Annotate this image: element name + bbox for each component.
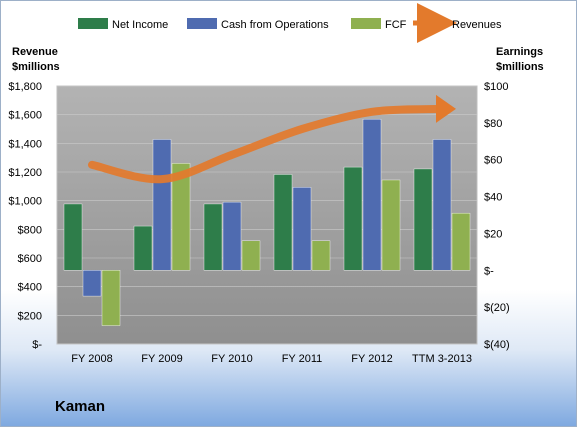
right-tick-label: $- <box>484 265 494 277</box>
bars-group <box>63 118 471 326</box>
company-name: Kaman <box>55 398 106 415</box>
right-tick-label: $100 <box>484 81 508 93</box>
revenue-line <box>88 104 446 184</box>
x-tick-label: FY 2008 <box>71 353 112 365</box>
left-tick-label: $- <box>32 339 42 351</box>
bar-net-income <box>273 174 293 271</box>
revenue-arrowhead <box>436 94 456 123</box>
x-tick-label: TTM 3-2013 <box>412 353 472 365</box>
left-tick-label: $1,600 <box>8 110 42 122</box>
left-tick-label: $1,200 <box>8 167 42 179</box>
bar-net-income <box>343 166 363 271</box>
legend-label-revenues: Revenues <box>452 19 502 31</box>
left-tick-label: $1,000 <box>8 196 42 208</box>
legend-swatch-cash-from-operations <box>187 18 217 29</box>
gridlines <box>57 85 477 345</box>
right-tick-label: $80 <box>484 118 502 130</box>
bar-net-income <box>133 225 153 271</box>
left-axis: $- $200 $400 $600 $800 $1,000 $1,200 $1,400 $1,6… <box>8 81 42 351</box>
x-axis: FY 2008 FY 2009 FY 2010 FY 2011 FY 2012 TTM 3… <box>71 353 472 365</box>
bar-cash-from-operations <box>362 118 382 271</box>
bar-fcf <box>241 240 261 271</box>
right-tick-label: $(40) <box>484 339 510 351</box>
right-tick-label: $20 <box>484 228 502 240</box>
left-axis-title-line2: $millions <box>12 61 60 73</box>
legend-swatch-fcf <box>351 18 381 29</box>
left-tick-label: $1,400 <box>8 138 42 150</box>
bar-net-income <box>63 203 83 271</box>
left-tick-label: $600 <box>18 253 42 265</box>
legend: Net Income Cash from Operations FCF Reve… <box>78 3 502 43</box>
bar-fcf <box>311 240 331 271</box>
right-tick-label: $40 <box>484 192 502 204</box>
bar-cash-from-operations <box>152 139 172 271</box>
x-tick-label: FY 2012 <box>351 353 392 365</box>
right-axis: $(40) $(20) $- $20 $40 $60 $80 $100 <box>484 81 510 351</box>
bar-cash-from-operations <box>292 187 312 271</box>
bar-cash-from-operations <box>222 201 242 271</box>
x-tick-label: FY 2009 <box>141 353 182 365</box>
bar-cash-from-operations <box>432 139 452 271</box>
legend-label-fcf: FCF <box>385 19 407 31</box>
left-tick-label: $400 <box>18 282 42 294</box>
plot-area <box>56 85 478 345</box>
left-tick-label: $1,800 <box>8 81 42 93</box>
right-tick-label: $60 <box>484 155 502 167</box>
right-axis-title-line2: $millions <box>496 61 544 73</box>
bar-cash-from-operations <box>82 270 102 297</box>
bar-fcf <box>101 270 121 326</box>
legend-swatch-net-income <box>78 18 108 29</box>
right-axis-title-line1: Earnings <box>496 46 543 58</box>
legend-label-net-income: Net Income <box>112 19 168 31</box>
right-tick-label: $(20) <box>484 302 510 314</box>
bar-net-income <box>203 203 223 271</box>
x-tick-label: FY 2011 <box>282 353 323 365</box>
bar-fcf <box>451 212 471 271</box>
bar-fcf <box>171 163 191 271</box>
left-tick-label: $200 <box>18 310 42 322</box>
bar-fcf <box>381 179 401 271</box>
legend-label-cash-from-operations: Cash from Operations <box>221 19 329 31</box>
bar-net-income <box>413 168 433 271</box>
left-tick-label: $800 <box>18 224 42 236</box>
revenue-line-group <box>88 94 456 184</box>
left-axis-title-line1: Revenue <box>12 46 58 58</box>
x-tick-label: FY 2010 <box>211 353 252 365</box>
